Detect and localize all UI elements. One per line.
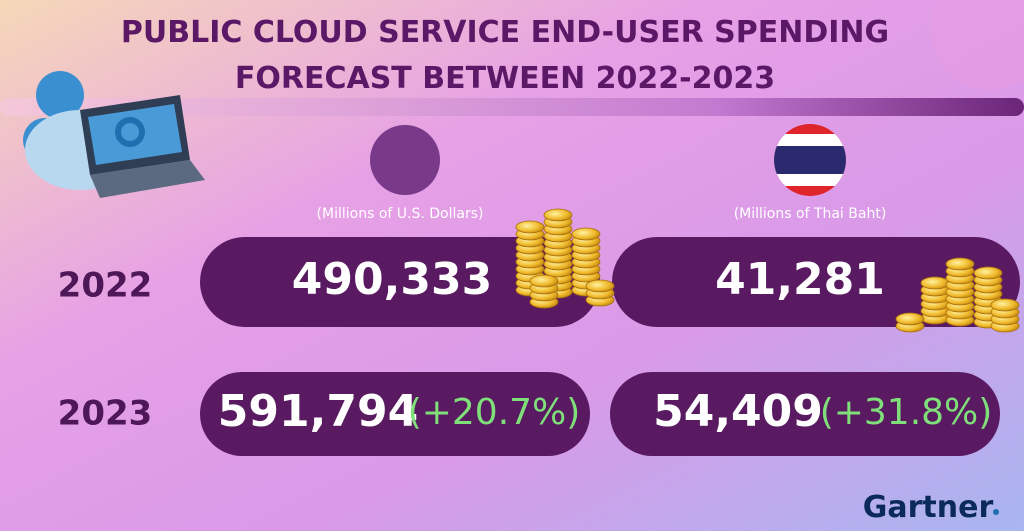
globe-icon bbox=[370, 125, 440, 195]
coins-icon bbox=[515, 208, 615, 309]
brand-dot bbox=[993, 509, 999, 515]
value-pill bbox=[612, 237, 1020, 327]
title: FORECAST BETWEEN 2022-2023 bbox=[235, 61, 775, 96]
coin bbox=[945, 257, 975, 271]
year-label: 2023 bbox=[58, 394, 153, 434]
change: (+20.7%) bbox=[408, 392, 581, 433]
value: 490,333 bbox=[292, 254, 492, 305]
coin bbox=[529, 274, 559, 288]
coin bbox=[920, 276, 950, 290]
unit-label: (Millions of Thai Baht) bbox=[734, 206, 887, 222]
cloud-icon bbox=[23, 71, 205, 198]
decor bbox=[930, 0, 1024, 90]
coin bbox=[585, 279, 615, 293]
unit-label: (Millions of U.S. Dollars) bbox=[317, 206, 484, 222]
coin bbox=[543, 208, 573, 222]
value: 54,409 bbox=[653, 386, 823, 437]
value-pill bbox=[200, 372, 590, 456]
thai-flag bbox=[774, 124, 846, 196]
title: PUBLIC CLOUD SERVICE END-USER SPENDING bbox=[121, 15, 889, 50]
coin bbox=[571, 227, 601, 241]
value-pill bbox=[200, 237, 600, 327]
coins-icon bbox=[895, 257, 1020, 333]
coin bbox=[973, 266, 1003, 280]
coin bbox=[990, 298, 1020, 312]
brand-logo: Gartner bbox=[863, 490, 994, 525]
value-pill bbox=[610, 372, 1000, 456]
value: 591,794 bbox=[218, 386, 418, 437]
year-label: 2022 bbox=[58, 266, 153, 306]
value: 41,281 bbox=[715, 254, 885, 305]
change: (+31.8%) bbox=[820, 392, 993, 433]
coin bbox=[515, 220, 545, 234]
title-bar bbox=[0, 98, 1024, 116]
coin bbox=[895, 312, 925, 326]
